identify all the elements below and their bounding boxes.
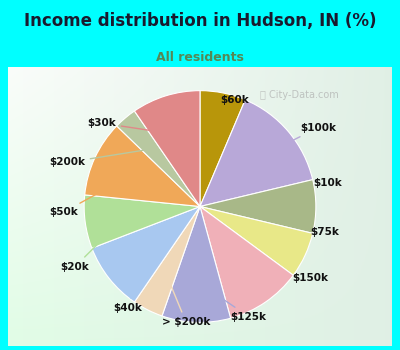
Text: $75k: $75k [271, 227, 340, 238]
Text: Income distribution in Hudson, IN (%): Income distribution in Hudson, IN (%) [24, 12, 376, 30]
Text: $150k: $150k [245, 269, 328, 284]
Text: $50k: $50k [49, 176, 129, 217]
Text: $10k: $10k [278, 178, 342, 205]
Text: $20k: $20k [60, 218, 123, 272]
Wedge shape [200, 180, 316, 233]
Text: > $200k: > $200k [162, 276, 210, 327]
Text: $100k: $100k [260, 123, 336, 157]
Wedge shape [84, 195, 200, 248]
Wedge shape [200, 206, 293, 318]
Text: $125k: $125k [200, 284, 267, 322]
Wedge shape [117, 111, 200, 206]
Wedge shape [134, 91, 200, 206]
Wedge shape [134, 206, 200, 316]
Wedge shape [200, 91, 245, 206]
Text: $200k: $200k [49, 149, 149, 167]
Text: Ⓢ City-Data.com: Ⓢ City-Data.com [260, 90, 339, 99]
Text: $60k: $60k [216, 95, 249, 130]
Wedge shape [162, 206, 231, 322]
Text: $40k: $40k [114, 256, 143, 314]
Wedge shape [200, 100, 313, 206]
Wedge shape [85, 126, 200, 206]
Text: $30k: $30k [87, 118, 175, 134]
Text: All residents: All residents [156, 51, 244, 64]
Wedge shape [200, 206, 313, 275]
Wedge shape [92, 206, 200, 302]
